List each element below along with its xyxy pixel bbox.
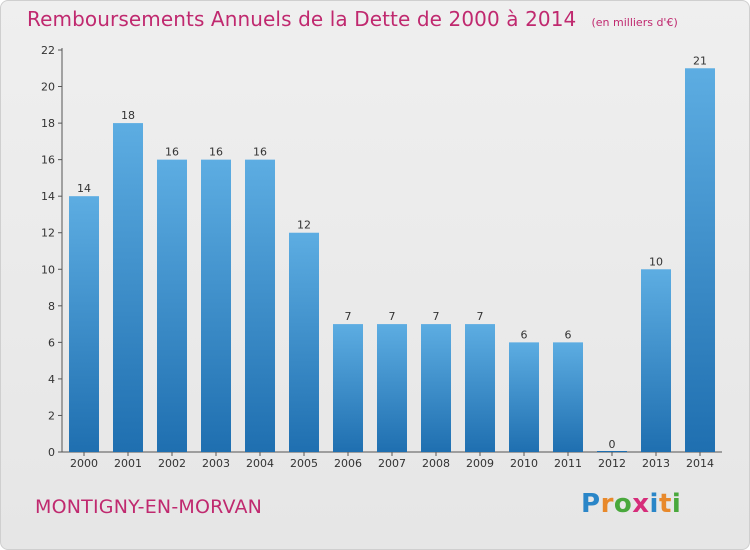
bar <box>201 159 231 453</box>
bar <box>685 68 715 452</box>
data-label: 7 <box>433 310 440 323</box>
x-tick-label: 2010 <box>510 457 538 470</box>
x-tick-label: 2009 <box>466 457 494 470</box>
data-label: 14 <box>77 182 91 195</box>
x-tick-label: 2006 <box>334 457 362 470</box>
x-tick-label: 2001 <box>114 457 142 470</box>
y-tick-label: 6 <box>48 336 55 349</box>
data-label: 16 <box>209 146 223 159</box>
y-tick-label: 2 <box>48 409 55 422</box>
data-label: 0 <box>609 438 616 451</box>
y-tick-label: 22 <box>41 44 55 57</box>
y-tick-label: 20 <box>41 81 55 94</box>
data-label: 10 <box>649 255 663 268</box>
data-label: 12 <box>297 219 311 232</box>
x-tick-label: 2000 <box>70 457 98 470</box>
x-tick-label: 2013 <box>642 457 670 470</box>
bar <box>553 342 583 452</box>
x-tick-label: 2014 <box>686 457 714 470</box>
bar <box>597 451 627 452</box>
bar <box>465 324 495 452</box>
y-tick-label: 0 <box>48 446 55 459</box>
y-tick-label: 18 <box>41 117 55 130</box>
x-tick-label: 2012 <box>598 457 626 470</box>
bar <box>113 123 143 452</box>
data-label: 7 <box>477 310 484 323</box>
data-label: 21 <box>693 54 707 67</box>
bar <box>641 269 671 452</box>
location-name: MONTIGNY-EN-MORVAN <box>35 496 263 518</box>
bar <box>421 324 451 452</box>
x-tick-label: 2007 <box>378 457 406 470</box>
data-label: 16 <box>253 146 267 159</box>
x-tick-label: 2011 <box>554 457 582 470</box>
y-tick-label: 16 <box>41 154 55 167</box>
y-tick-label: 12 <box>41 227 55 240</box>
data-label: 7 <box>345 310 352 323</box>
data-label: 18 <box>121 109 135 122</box>
x-tick-label: 2008 <box>422 457 450 470</box>
bar <box>333 324 363 452</box>
bar <box>157 159 187 453</box>
chart-header: Remboursements Annuels de la Dette de 20… <box>27 7 678 31</box>
bar <box>245 159 275 453</box>
x-tick-label: 2005 <box>290 457 318 470</box>
y-tick-label: 4 <box>48 373 55 386</box>
bar <box>509 342 539 452</box>
proxiti-logo[interactable]: Proxiti <box>581 489 682 519</box>
bar <box>377 324 407 452</box>
x-tick-label: 2003 <box>202 457 230 470</box>
chart-title: Remboursements Annuels de la Dette de 20… <box>27 7 577 31</box>
data-label: 16 <box>165 146 179 159</box>
y-tick-label: 14 <box>41 190 55 203</box>
x-tick-label: 2004 <box>246 457 274 470</box>
data-label: 6 <box>521 328 528 341</box>
y-tick-label: 8 <box>48 300 55 313</box>
data-label: 7 <box>389 310 396 323</box>
bar <box>69 196 99 452</box>
data-label: 6 <box>565 328 572 341</box>
chart-subtitle: (en milliers d'€) <box>591 16 678 29</box>
x-tick-label: 2002 <box>158 457 186 470</box>
y-tick-label: 10 <box>41 263 55 276</box>
bar <box>289 232 319 452</box>
